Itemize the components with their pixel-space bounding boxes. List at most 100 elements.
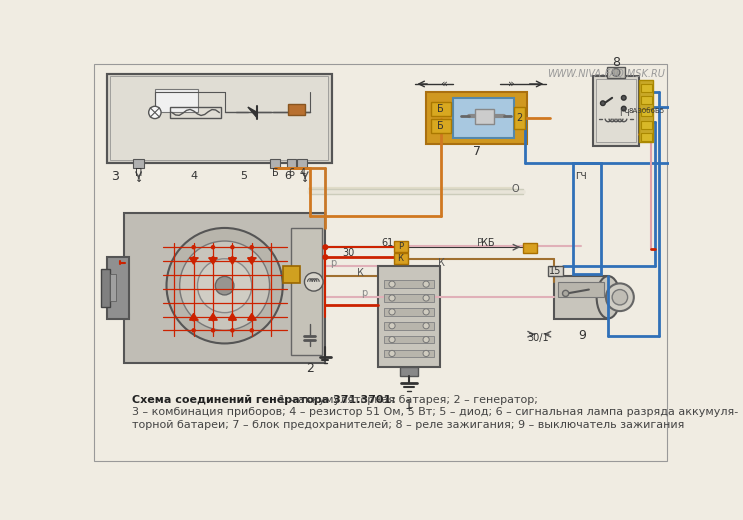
Bar <box>558 282 604 297</box>
Bar <box>384 322 434 330</box>
Circle shape <box>621 106 626 111</box>
Bar <box>110 76 328 160</box>
Circle shape <box>215 277 234 295</box>
Text: 5: 5 <box>241 171 247 180</box>
Bar <box>431 102 451 116</box>
Circle shape <box>423 350 429 357</box>
Text: 1 – аккумуляторная батарея; 2 – генератор;: 1 – аккумуляторная батарея; 2 – генерато… <box>275 395 538 405</box>
Text: 2: 2 <box>306 361 314 374</box>
Text: К: К <box>398 254 403 263</box>
Circle shape <box>423 322 429 329</box>
Bar <box>554 277 609 319</box>
Circle shape <box>423 309 429 315</box>
Text: 8: 8 <box>612 56 620 69</box>
Bar <box>110 274 116 301</box>
Text: О: О <box>511 185 519 194</box>
Polygon shape <box>209 314 217 320</box>
Bar <box>384 308 434 316</box>
Circle shape <box>606 283 634 311</box>
Bar <box>596 80 636 142</box>
Circle shape <box>212 318 214 321</box>
Text: р: р <box>361 289 367 298</box>
Bar <box>107 257 129 319</box>
Circle shape <box>600 101 605 106</box>
Bar <box>640 121 652 128</box>
Bar <box>288 104 305 115</box>
Circle shape <box>231 257 233 259</box>
Bar <box>394 253 407 264</box>
Text: 4: 4 <box>190 171 197 180</box>
Circle shape <box>212 257 214 259</box>
Circle shape <box>250 318 253 321</box>
Text: «: « <box>440 79 447 89</box>
Bar <box>283 266 299 283</box>
Text: р: р <box>330 258 337 268</box>
Text: 7: 7 <box>473 145 481 158</box>
Polygon shape <box>189 258 198 264</box>
Bar <box>384 349 434 357</box>
Circle shape <box>612 290 628 305</box>
Polygon shape <box>248 107 257 118</box>
Circle shape <box>192 257 195 259</box>
Text: Схема соединений генератора 371.3701:: Схема соединений генератора 371.3701: <box>132 395 395 405</box>
Circle shape <box>323 245 328 250</box>
Text: 61: 61 <box>381 238 394 249</box>
Bar <box>270 159 280 168</box>
Bar <box>607 67 626 78</box>
Circle shape <box>305 272 323 291</box>
Bar <box>384 294 434 302</box>
Text: Б: Б <box>438 121 444 132</box>
Bar <box>574 162 600 274</box>
Circle shape <box>192 318 195 321</box>
Circle shape <box>323 255 328 259</box>
Text: »: » <box>508 79 515 89</box>
Text: Б: Б <box>272 167 279 177</box>
Bar <box>548 266 563 277</box>
Polygon shape <box>229 258 236 264</box>
Bar <box>431 120 451 133</box>
Text: торной батареи; 7 – блок предохранителей; 8 – реле зажигания; 9 – выключатель за: торной батареи; 7 – блок предохранителей… <box>132 420 684 430</box>
Text: К: К <box>438 257 445 268</box>
Bar <box>640 133 652 141</box>
Circle shape <box>192 245 195 249</box>
Bar <box>513 107 525 128</box>
Text: 6: 6 <box>288 167 294 177</box>
Bar <box>394 241 407 252</box>
Circle shape <box>192 329 195 332</box>
Circle shape <box>389 336 395 343</box>
Text: Р: Р <box>398 242 403 251</box>
Bar <box>133 159 144 168</box>
Text: 6: 6 <box>285 171 292 180</box>
Text: ГЧ: ГЧ <box>619 109 630 118</box>
Circle shape <box>423 295 429 301</box>
Circle shape <box>231 329 234 332</box>
Circle shape <box>212 329 215 332</box>
Bar <box>384 336 434 343</box>
Text: ГЧ: ГЧ <box>575 172 587 181</box>
Bar <box>107 74 331 162</box>
Bar <box>384 280 434 288</box>
Polygon shape <box>209 258 217 264</box>
Circle shape <box>149 106 161 119</box>
Circle shape <box>562 290 568 296</box>
Bar <box>426 92 527 144</box>
Bar <box>378 266 440 367</box>
Text: ↓: ↓ <box>134 174 143 185</box>
Circle shape <box>250 329 253 332</box>
Circle shape <box>612 69 620 76</box>
Bar <box>523 242 537 253</box>
Circle shape <box>250 257 253 259</box>
Bar <box>640 84 652 92</box>
Circle shape <box>423 336 429 343</box>
Polygon shape <box>248 258 256 264</box>
Circle shape <box>621 96 626 100</box>
Bar <box>639 80 653 142</box>
Text: 2: 2 <box>516 113 522 123</box>
Bar <box>297 159 307 168</box>
Bar <box>640 96 652 104</box>
Text: 9: 9 <box>579 329 587 342</box>
Text: 3 – комбинация приборов; 4 – резистор 51 Ом, 5 Вт; 5 – диод; 6 – сигнальная ламп: 3 – комбинация приборов; 4 – резистор 51… <box>132 407 738 418</box>
Bar <box>155 89 198 112</box>
Polygon shape <box>229 314 236 320</box>
Circle shape <box>389 350 395 357</box>
